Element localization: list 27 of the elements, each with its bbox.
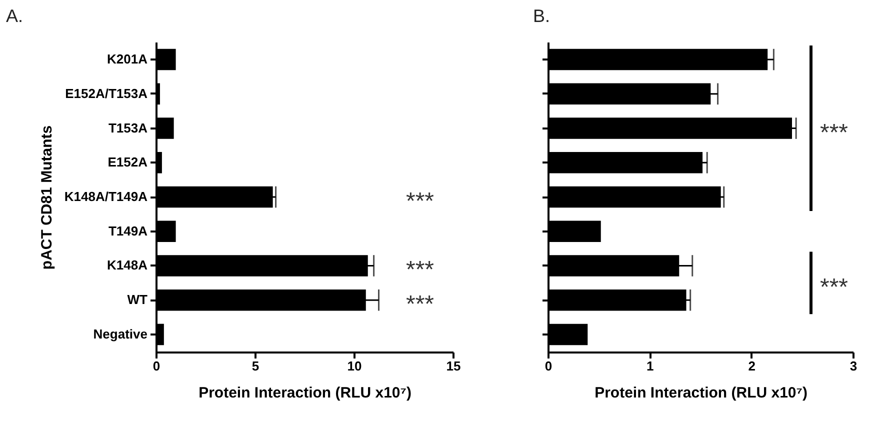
x-tick-label: 0 [152, 358, 160, 374]
chart-title: A. [6, 6, 24, 26]
y-axis-title: pACT CD81 Mutants [38, 125, 56, 270]
annotation: *** [406, 256, 434, 284]
x-tick-label: 3 [850, 358, 858, 374]
y-tick-label: T153A [108, 120, 148, 136]
x-tick-label: 10 [347, 358, 362, 374]
x-tick-label: 2 [748, 358, 756, 374]
y-tick-label: K201A [107, 52, 148, 67]
annotation: *** [406, 291, 434, 318]
y-tick-label: E152A [108, 154, 148, 170]
x-tick-label: 5 [252, 358, 260, 374]
annotation: *** [820, 119, 848, 146]
x-tick-label: 15 [446, 358, 461, 374]
y-tick-label: K148A [107, 258, 148, 273]
x-tick-label: 1 [646, 358, 654, 374]
x-axis-title: Protein Interaction (RLU x10⁷) [594, 384, 808, 402]
y-tick-label: E152A/T153A [65, 86, 148, 101]
y-tick-label: K148A/T149A [64, 189, 148, 204]
x-axis-title: Protein Interaction (RLU x10⁷) [198, 384, 412, 402]
annotation: *** [406, 188, 434, 215]
y-tick-label: Negative [93, 326, 148, 342]
y-tick-label: WT [127, 292, 148, 308]
annotation: *** [820, 274, 848, 301]
y-tick-label: T149A [108, 223, 148, 238]
x-tick-label: 0 [544, 358, 552, 374]
chart-title: B. [533, 6, 550, 26]
